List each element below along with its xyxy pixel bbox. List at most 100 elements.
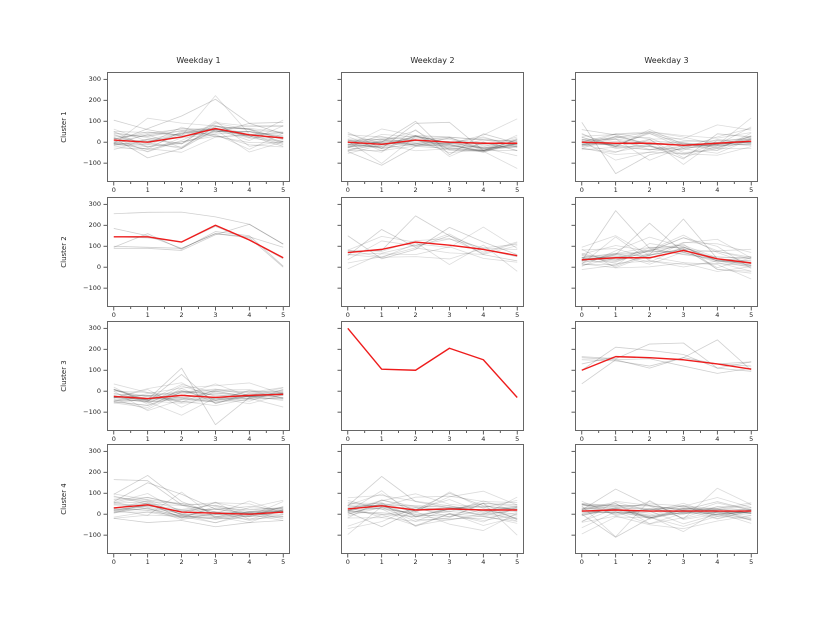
x-tick-label: 0 (579, 435, 584, 443)
x-tick-label: 1 (379, 558, 384, 566)
x-tick-label: 0 (111, 311, 116, 319)
x-tick-label: 0 (345, 311, 350, 319)
member-line (581, 500, 752, 538)
member-line (347, 238, 518, 254)
y-tick-label: 300 (88, 200, 101, 209)
x-tick-label: 1 (379, 435, 384, 443)
x-tick-label: 1 (613, 435, 618, 443)
axes-area (337, 444, 524, 558)
member-line (347, 136, 518, 148)
x-tick-label: 1 (379, 311, 384, 319)
x-tick-label: 3 (681, 558, 686, 566)
member-line (347, 499, 518, 518)
x-tick-label: 3 (213, 186, 218, 194)
x-tick-label: 3 (213, 435, 218, 443)
axes-area (103, 444, 290, 558)
member-line (347, 120, 518, 156)
y-tick-label: 200 (88, 221, 101, 230)
member-line (347, 135, 518, 153)
member-line (581, 146, 752, 156)
member-line (113, 504, 284, 516)
member-line (347, 226, 518, 259)
x-tick-label: 5 (749, 558, 754, 566)
member-line (113, 119, 284, 137)
member-line (113, 505, 284, 524)
member-line (347, 512, 518, 520)
axes-frame (341, 197, 524, 307)
member-line (347, 246, 518, 270)
x-tick-label: 2 (413, 311, 418, 319)
subplot-cluster-1-weekday-1 (103, 72, 290, 186)
member-line (347, 492, 518, 528)
member-line (113, 385, 284, 405)
member-line (113, 131, 284, 148)
member-line (113, 130, 284, 138)
member-line (113, 511, 284, 520)
x-tick-label: 0 (345, 558, 350, 566)
member-line (113, 396, 284, 403)
member-line (581, 346, 752, 371)
x-tick-label: 3 (447, 311, 452, 319)
member-line (113, 374, 284, 405)
x-tick-label: 4 (247, 311, 252, 319)
row-label-cluster-1: Cluster 1 (60, 111, 68, 143)
x-tick-label: 1 (145, 186, 150, 194)
member-line (347, 134, 518, 151)
member-line (347, 238, 518, 260)
mean-line (113, 504, 284, 515)
x-tick-label: 3 (681, 311, 686, 319)
mean-line (581, 249, 752, 264)
member-line (347, 508, 518, 518)
member-line (581, 515, 752, 530)
mean-line (347, 139, 518, 145)
member-line (113, 493, 284, 513)
member-line (113, 125, 284, 146)
member-line (581, 234, 752, 265)
member-line (581, 246, 752, 268)
member-line (581, 504, 752, 527)
member-line (113, 127, 284, 136)
member-line (113, 126, 284, 149)
member-line (581, 509, 752, 535)
y-tick-label: 100 (88, 242, 101, 251)
x-tick-label: 2 (647, 558, 652, 566)
y-tick-label: 200 (88, 345, 101, 354)
axes-area (571, 197, 758, 311)
member-line (113, 223, 284, 251)
y-tick-label: 0 (96, 263, 101, 272)
subplot-cluster-1-weekday-3 (571, 72, 758, 186)
x-tick-label: 2 (413, 186, 418, 194)
member-line (113, 134, 284, 153)
member-line (113, 499, 284, 519)
member-line (113, 394, 284, 407)
member-line (347, 490, 518, 522)
member-line (347, 506, 518, 520)
member-line (113, 496, 284, 514)
axes-frame (107, 321, 290, 431)
member-line (113, 491, 284, 519)
member-line (113, 475, 284, 517)
axes-frame (107, 444, 290, 554)
axes-area (337, 72, 524, 186)
member-line (347, 248, 518, 260)
member-line (581, 488, 752, 511)
x-tick-label: 1 (145, 311, 150, 319)
y-tick-label: 100 (88, 366, 101, 375)
axes-frame (575, 444, 758, 554)
y-tick-label: 100 (88, 489, 101, 498)
subplot-title-3: Weekday 3 (644, 56, 689, 65)
member-line (581, 136, 752, 151)
mean-line (347, 241, 518, 257)
x-tick-label: 2 (413, 435, 418, 443)
x-tick-label: 4 (715, 435, 720, 443)
x-tick-label: 5 (515, 311, 520, 319)
member-line (581, 237, 752, 255)
x-tick-label: 1 (145, 435, 150, 443)
axes-frame (575, 321, 758, 431)
subplot-title-1: Weekday 1 (176, 56, 221, 65)
member-line (581, 250, 752, 272)
subplot-cluster-4-weekday-3 (571, 444, 758, 558)
axes-frame (575, 72, 758, 182)
x-tick-label: 0 (579, 558, 584, 566)
member-line (113, 389, 284, 408)
